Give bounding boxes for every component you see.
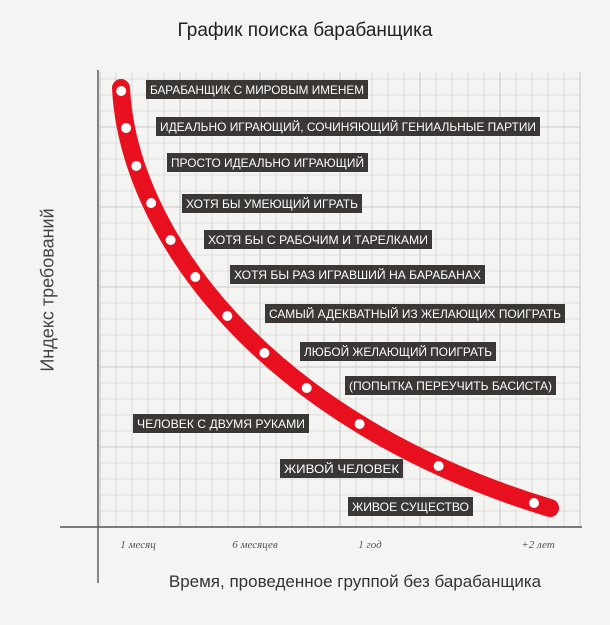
level-label-text: ХОТЯ БЫ С РАБОЧИМ И ТАРЕЛКАМИ	[208, 233, 428, 247]
level-label-text: (ПОПЫТКА ПЕРЕУЧИТЬ БАСИСТА)	[349, 379, 552, 393]
level-label-bg	[300, 342, 496, 361]
curve-dot	[433, 461, 444, 471]
level-label-text: САМЫЙ АДЕКВАТНЫЙ ИЗ ЖЕЛАЮЩИХ ПОИГРАТЬ	[269, 306, 561, 321]
curve-dot	[529, 498, 539, 508]
curve-dot	[165, 235, 176, 245]
x-tick-label: 1 год	[358, 539, 382, 551]
demand-curve	[112, 79, 559, 517]
level-label-bg	[280, 459, 403, 478]
chart-title: График поиска барабанщика	[177, 20, 433, 41]
level-label-text: ЖИВОЕ СУЩЕСТВО	[352, 500, 469, 514]
curve-line	[112, 79, 559, 517]
curve-dot	[146, 198, 157, 208]
level-label: ХОТЯ БЫ РАЗ ИГРАВШИЙ НА БАРАБАНАХ	[230, 265, 485, 284]
axes	[60, 70, 582, 583]
level-label: ЧЕЛОВЕК С ДВУМЯ РУКАМИ	[133, 414, 309, 433]
x-tick-label: 6 месяцев	[232, 539, 278, 551]
level-label: ИДЕАЛЬНО ИГРАЮЩИЙ, СОЧИНЯЮЩИЙ ГЕНИАЛЬНЫЕ…	[156, 117, 540, 136]
x-ticks: 1 месяц 6 месяцев 1 год +2 лет	[120, 539, 555, 551]
level-label-text: ЧЕЛОВЕК С ДВУМЯ РУКАМИ	[137, 417, 305, 431]
level-label-bg	[182, 194, 362, 213]
level-label-text: ХОТЯ БЫ УМЕЮЩИЙ ИГРАТЬ	[186, 196, 358, 211]
level-label-bg	[345, 376, 556, 395]
level-label: ПРОСТО ИДЕАЛЬНО ИГРАЮЩИЙ	[167, 153, 368, 172]
level-label-bg	[146, 80, 368, 99]
level-label-bg	[156, 117, 540, 136]
level-label: БАРАБАНЩИК С МИРОВЫМ ИМЕНЕМ	[146, 80, 368, 99]
level-label-text: ПРОСТО ИДЕАЛЬНО ИГРАЮЩИЙ	[171, 155, 364, 170]
level-label-text: ЛЮБОЙ ЖЕЛАЮЩИЙ ПОИГРАТЬ	[304, 344, 492, 359]
level-label-text: ЖИВОЙ ЧЕЛОВЕК	[284, 461, 399, 476]
curve-dot	[190, 272, 201, 282]
curve-dot	[354, 419, 365, 429]
level-label: ХОТЯ БЫ УМЕЮЩИЙ ИГРАТЬ	[182, 194, 362, 213]
curve-dot	[121, 123, 132, 133]
level-label-bg	[204, 230, 432, 249]
level-label: (ПОПЫТКА ПЕРЕУЧИТЬ БАСИСТА)	[345, 376, 556, 395]
level-label-bg	[348, 497, 473, 516]
level-label: ХОТЯ БЫ С РАБОЧИМ И ТАРЕЛКАМИ	[204, 230, 432, 249]
level-label: ЛЮБОЙ ЖЕЛАЮЩИЙ ПОИГРАТЬ	[300, 342, 496, 361]
x-tick-label: +2 лет	[521, 539, 554, 551]
level-label-text: ХОТЯ БЫ РАЗ ИГРАВШИЙ НА БАРАБАНАХ	[234, 267, 481, 282]
x-axis-label: Время, проведенное группой без барабанщи…	[168, 572, 542, 591]
level-label: ЖИВОЕ СУЩЕСТВО	[348, 497, 473, 516]
level-label-bg	[167, 153, 368, 172]
level-label-text: БАРАБАНЩИК С МИРОВЫМ ИМЕНЕМ	[150, 83, 364, 97]
grid	[99, 72, 581, 528]
level-label-bg	[265, 304, 565, 323]
curve-dot	[131, 161, 142, 171]
level-label: САМЫЙ АДЕКВАТНЫЙ ИЗ ЖЕЛАЮЩИХ ПОИГРАТЬ	[265, 304, 565, 323]
curve-dot	[222, 311, 233, 321]
x-tick-label: 1 месяц	[120, 539, 156, 551]
level-labels: БАРАБАНЩИК С МИРОВЫМ ИМЕНЕМ ИДЕАЛЬНО ИГРА…	[133, 80, 565, 516]
curve-dot	[301, 383, 312, 393]
level-label-bg	[230, 265, 485, 284]
curve-dot	[259, 348, 270, 358]
level-label-text: ИДЕАЛЬНО ИГРАЮЩИЙ, СОЧИНЯЮЩИЙ ГЕНИАЛЬНЫЕ…	[160, 119, 536, 134]
level-label: ЖИВОЙ ЧЕЛОВЕК	[280, 459, 403, 478]
level-label-bg	[133, 414, 309, 433]
curve-dot	[116, 86, 127, 96]
